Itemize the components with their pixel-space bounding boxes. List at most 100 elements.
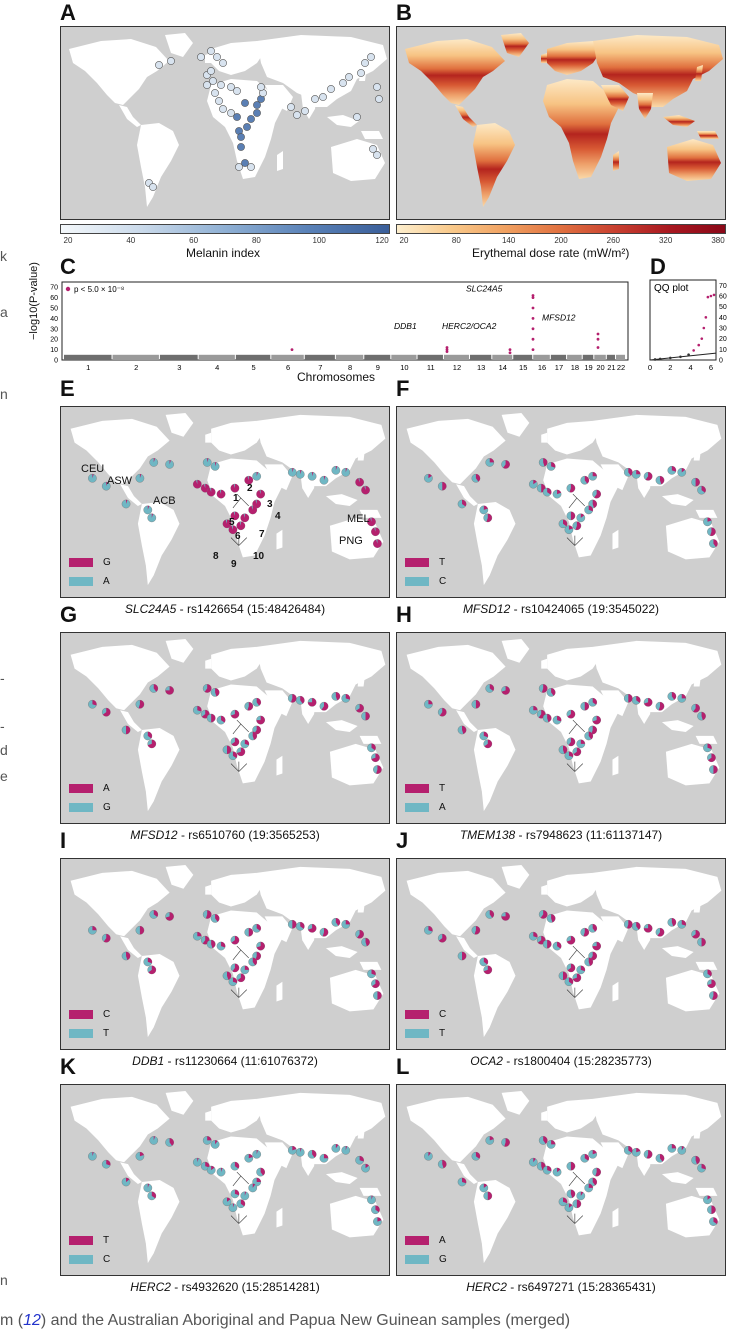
- allele-frequency-pie: [501, 912, 510, 921]
- landmass: [264, 690, 293, 717]
- legend-swatch: [69, 577, 93, 586]
- legend-swatch: [405, 1255, 429, 1264]
- body-text-bottom: m (12) and the Australian Aboriginal and…: [0, 1312, 570, 1330]
- allele-frequency-pie: [192, 705, 202, 715]
- gene-annotation: HERC2/OCA2: [442, 321, 497, 331]
- allele-frequency-pie: [88, 699, 97, 709]
- panel-caption-i: DDB1 - rs11230664 (11:61076372): [60, 1054, 390, 1068]
- allele-frequency-pie: [230, 709, 240, 719]
- allele-frequency-pie: [341, 467, 351, 477]
- allele-frequency-pie: [248, 505, 258, 515]
- melanin-sample-point: [207, 67, 215, 75]
- allele-frequency-pie: [592, 1167, 601, 1177]
- landmass: [359, 509, 382, 518]
- population-label: ASW: [107, 475, 133, 487]
- allele-frequency-pie: [341, 693, 351, 703]
- allele-frequency-pie: [135, 473, 145, 483]
- allele-frequency-pie: [707, 753, 716, 763]
- allele-frequency-pie: [643, 1149, 653, 1159]
- margin-text-4: -: [0, 670, 5, 686]
- allele-frequency-pie: [147, 513, 157, 523]
- legend-swatch: [69, 1010, 93, 1019]
- allele-frequency-pie: [457, 951, 467, 961]
- allele-frequency-pie: [709, 765, 718, 774]
- allele-frequency-pie: [135, 925, 145, 935]
- allele-frequency-pie: [222, 519, 232, 529]
- allele-frequency-pie: [552, 1167, 562, 1177]
- melanin-sample-point: [155, 61, 163, 69]
- allele-frequency-pie: [558, 1197, 568, 1207]
- allele-frequency-pie: [319, 927, 329, 937]
- landmass: [695, 509, 718, 518]
- reference-link[interactable]: 12: [23, 1312, 41, 1329]
- allele-frequency-pie: [457, 1177, 467, 1187]
- allele-frequency-pie: [631, 695, 641, 705]
- allele-frequency-pie: [501, 1138, 510, 1147]
- allele-frequency-pie: [546, 688, 556, 697]
- allele-frequency-pie: [528, 705, 538, 715]
- allele-frequency-pie: [206, 939, 216, 949]
- allele-frequency-pie: [424, 473, 433, 483]
- landmass: [119, 105, 141, 127]
- allele-frequency-pie: [307, 1149, 317, 1159]
- allele-frequency-pie: [331, 1143, 341, 1153]
- landmass: [547, 420, 601, 455]
- allele-frequency-pie: [210, 462, 220, 471]
- panel-caption-f: MFSD12 - rs10424065 (19:3545022): [396, 602, 726, 616]
- panel-label-c: C: [60, 254, 76, 279]
- melanin-sample-point: [301, 107, 309, 115]
- allele-frequency-pie: [121, 951, 131, 961]
- allele-frequency-pie: [631, 921, 641, 931]
- allele-frequency-pie: [355, 929, 364, 939]
- chromosome-tick-label: 2: [134, 363, 138, 372]
- allele-frequency-pie: [367, 743, 376, 753]
- chromosome-tick-label: 9: [376, 363, 380, 372]
- allele-frequency-pie: [631, 469, 641, 479]
- allele-frequency-pie: [256, 1167, 265, 1177]
- map-melanin: [60, 26, 390, 220]
- chromosome-tick-label: 22: [617, 363, 625, 372]
- chromosome-tick-label: 17: [555, 363, 563, 372]
- landmass: [600, 1142, 629, 1169]
- allele-frequency-pie: [143, 731, 153, 741]
- allele-frequency-pie: [584, 731, 594, 741]
- landmass: [592, 640, 722, 713]
- chromosome-band: [198, 354, 235, 360]
- chromosome-band: [513, 354, 533, 360]
- colorbar-tick-label: 80: [451, 236, 461, 245]
- legend-allele: T: [439, 783, 446, 794]
- landmass: [120, 484, 142, 506]
- allele-frequency-pie: [230, 483, 240, 493]
- melanin-sample-point: [369, 145, 377, 153]
- pie-connector: [566, 763, 576, 772]
- chromosome-band: [567, 354, 582, 360]
- allele-frequency-pie: [143, 505, 153, 515]
- allele-frequency-pie: [319, 701, 329, 711]
- qq-ytick: 70: [719, 283, 727, 290]
- allele-frequency-pie: [101, 481, 111, 491]
- qq-point: [658, 357, 662, 361]
- landmass: [543, 79, 619, 179]
- allele-frequency-pie: [256, 489, 265, 499]
- significant-snp-point: [531, 306, 535, 310]
- colorbar-tick-label: 380: [711, 236, 725, 245]
- allele-frequency-pie: [295, 469, 305, 479]
- allele-frequency-pie: [572, 521, 582, 531]
- snp-id: - rs10424065 (19:3545022): [510, 602, 660, 616]
- pie-connector: [568, 1175, 578, 1187]
- allele-frequency-pie: [222, 971, 232, 981]
- landmass: [665, 1195, 720, 1238]
- population-label: CEU: [81, 463, 105, 475]
- allele-frequency-pie: [546, 462, 556, 471]
- qq-point: [669, 356, 672, 360]
- allele-frequency-pie: [538, 910, 548, 919]
- allele-frequency-pie: [88, 473, 97, 483]
- allele-frequency-pie: [485, 684, 495, 693]
- allele-frequency-pie: [244, 927, 254, 937]
- landmass: [663, 115, 695, 127]
- landmass: [456, 484, 478, 506]
